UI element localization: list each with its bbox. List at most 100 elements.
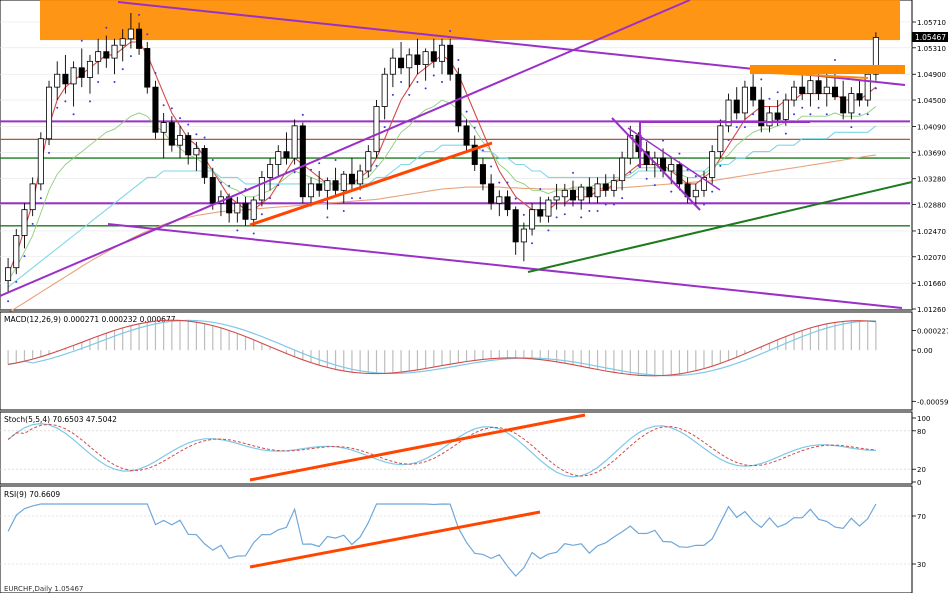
psar-dot bbox=[514, 197, 517, 200]
bull-candle bbox=[21, 209, 28, 236]
macd-label: MACD(12,26,9) 0.000271 0.000232 0.000677 bbox=[4, 315, 176, 324]
psar-dot bbox=[97, 80, 100, 83]
psar-dot bbox=[64, 100, 67, 103]
psar-dot bbox=[432, 74, 435, 77]
bull-candle bbox=[438, 44, 446, 62]
bear-candle bbox=[348, 173, 355, 185]
rsi-line bbox=[7, 503, 877, 577]
price-tick-label: 1.02470 bbox=[917, 228, 946, 236]
bear-candle bbox=[283, 151, 290, 159]
macd-lines bbox=[7, 319, 876, 377]
bull-candle bbox=[37, 138, 44, 185]
stochastic-axis: 100 80 20 0 bbox=[0, 415, 930, 487]
psar-dot bbox=[15, 280, 18, 283]
psar-dot bbox=[719, 164, 722, 167]
psar-dot bbox=[727, 139, 730, 142]
psar-dot bbox=[56, 106, 59, 109]
psar-dot bbox=[187, 123, 190, 126]
bear-candle bbox=[103, 51, 110, 59]
psar-dot bbox=[236, 229, 239, 232]
bear-candle bbox=[299, 125, 306, 198]
bull-candle bbox=[13, 235, 20, 269]
bull-candle bbox=[357, 170, 364, 185]
bull-candle bbox=[54, 73, 61, 88]
psar-dot bbox=[203, 136, 206, 139]
bull-candle bbox=[717, 125, 724, 153]
bear-candle bbox=[430, 51, 437, 62]
bull-candle bbox=[307, 183, 315, 198]
psar-dot bbox=[318, 162, 321, 165]
small-resistance-zone bbox=[750, 65, 905, 74]
bull-candle bbox=[111, 44, 118, 59]
psar-dot bbox=[129, 55, 132, 58]
bull-candle bbox=[160, 122, 167, 133]
psar-dot bbox=[179, 117, 182, 120]
price-axis: 1.05710 1.05310 1.04900 1.04500 1.04090 1.036… bbox=[912, 19, 946, 314]
psar-dot bbox=[326, 216, 329, 219]
psar-dot bbox=[735, 126, 738, 129]
bull-candle bbox=[619, 157, 626, 182]
psar-dot bbox=[776, 91, 779, 94]
bull-candle bbox=[324, 180, 331, 191]
stochastic-label: Stoch(5,5,4) 70.6503 47.5042 bbox=[4, 415, 117, 424]
psar-dot bbox=[80, 39, 83, 42]
psar-dot bbox=[801, 106, 804, 109]
bear-candle bbox=[758, 99, 765, 127]
psar-dot bbox=[310, 168, 313, 171]
bull-candle bbox=[373, 106, 380, 153]
psar-dot bbox=[334, 159, 337, 162]
bear-candle bbox=[586, 186, 593, 198]
macd-axis: 0.0002277 0.00 -0.0005923 bbox=[912, 328, 948, 406]
psar-dot bbox=[39, 197, 42, 200]
bull-candle bbox=[258, 177, 265, 201]
bull-candle bbox=[864, 73, 871, 101]
sub-axis-label: -0.0005923 bbox=[917, 398, 948, 406]
sub-axis-label: 100 bbox=[917, 415, 930, 423]
psar-dot bbox=[408, 93, 411, 96]
bull-candle bbox=[291, 125, 298, 159]
bull-candle bbox=[529, 209, 536, 230]
psar-dot bbox=[269, 197, 272, 200]
bear-candle bbox=[840, 96, 847, 114]
psar-dot bbox=[490, 165, 493, 168]
psar-dot bbox=[7, 300, 10, 303]
parabolic-sar-dots bbox=[7, 13, 877, 303]
bull-candle bbox=[741, 86, 748, 114]
bull-candle bbox=[267, 164, 274, 178]
psar-dot bbox=[457, 59, 460, 62]
price-tick-label: 1.01660 bbox=[917, 280, 946, 288]
bear-candle bbox=[831, 86, 838, 98]
candlestick-series bbox=[5, 12, 879, 294]
orange-uptrend-line bbox=[249, 141, 493, 227]
price-tick-label: 1.05310 bbox=[917, 45, 946, 53]
bear-candle bbox=[242, 202, 249, 220]
bear-candle bbox=[569, 189, 577, 201]
psar-dot bbox=[563, 213, 566, 216]
psar-dot bbox=[481, 149, 484, 152]
psar-dot bbox=[359, 197, 362, 200]
bull-candle bbox=[119, 38, 126, 46]
bull-candle bbox=[594, 183, 601, 198]
bull-candle bbox=[234, 202, 241, 214]
bear-candle bbox=[799, 86, 806, 94]
bull-candle bbox=[176, 135, 184, 146]
psar-dot bbox=[88, 100, 91, 103]
bear-candle bbox=[201, 148, 208, 178]
psar-dot bbox=[702, 203, 705, 206]
psar-dot bbox=[72, 113, 75, 116]
bull-candle bbox=[406, 54, 413, 69]
psar-dot bbox=[219, 181, 222, 184]
bear-candle bbox=[463, 125, 470, 146]
psar-dot bbox=[711, 190, 714, 193]
sub-axis-label: 0 bbox=[917, 479, 921, 487]
psar-dot bbox=[211, 159, 214, 162]
rsi-main-line bbox=[7, 503, 877, 577]
stochastic-divergence-line bbox=[249, 413, 586, 482]
psar-dot bbox=[162, 104, 165, 107]
chart-footer: EURCHF,Daily 1.05467 bbox=[4, 585, 83, 593]
bull-candle bbox=[610, 180, 617, 191]
psar-dot bbox=[252, 232, 255, 235]
bull-candle bbox=[95, 51, 102, 62]
bull-candle bbox=[520, 228, 527, 243]
psar-dot bbox=[498, 181, 501, 184]
